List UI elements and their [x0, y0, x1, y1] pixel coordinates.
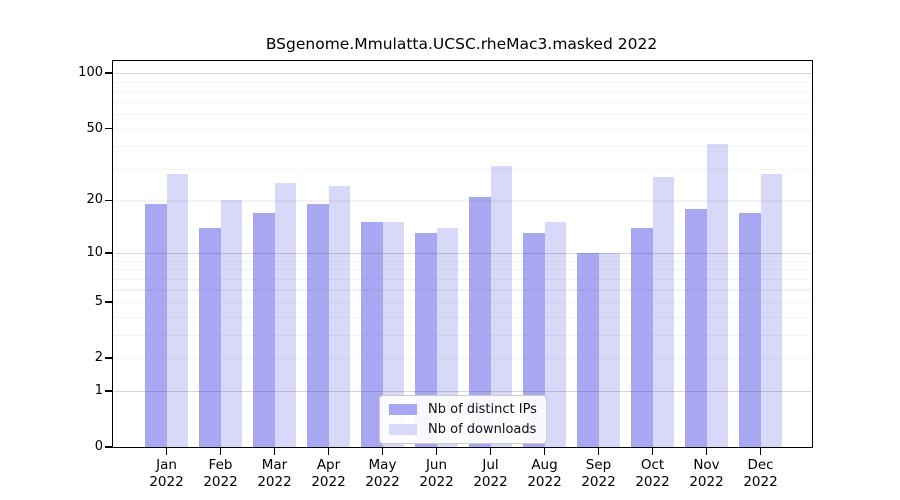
gridline-7 — [113, 278, 812, 280]
x-tick-jun — [435, 447, 438, 455]
y-tick-50 — [105, 127, 113, 130]
y-tick-1 — [105, 390, 113, 392]
x-tick-oct — [651, 447, 654, 455]
y-tick-10 — [105, 252, 113, 254]
chart-title: BSgenome.Mmulatta.UCSC.rheMac3.masked 20… — [265, 35, 658, 53]
bar-nb-of-distinct-ips-nov — [685, 208, 707, 447]
x-tick-label-jul: Jul 2022 — [473, 457, 508, 490]
x-tick-label-oct: Oct 2022 — [635, 457, 670, 490]
bar-nb-of-downloads-apr — [328, 186, 350, 447]
y-tick-2 — [105, 357, 113, 359]
plot-area: 0 1 2 5 10 20 50 100 Jan 2022 Feb 2022 Mar 2022 Apr 202… — [78, 60, 813, 490]
x-tick-may — [381, 447, 384, 455]
gridline-1 — [113, 390, 812, 393]
y-tick-label-2: 2 — [94, 350, 103, 365]
x-tick-label-sep: Sep 2022 — [581, 457, 616, 490]
gridline-90 — [113, 81, 812, 83]
bar-nb-of-downloads-feb — [220, 200, 242, 447]
gridline-60 — [113, 114, 812, 116]
gridline-2 — [113, 358, 812, 360]
y-tick-20 — [105, 199, 113, 202]
x-tick-label-jan: Jan 2022 — [149, 457, 184, 490]
y-tick-label-10: 10 — [86, 244, 103, 260]
legend-label-downloads: Nb of downloads — [428, 422, 537, 437]
y-tick-label-100: 100 — [78, 65, 103, 81]
legend-row-distinct-ips: Nb of distinct IPs — [389, 401, 537, 418]
legend-swatch-downloads — [389, 424, 417, 435]
bar-nb-of-downloads-oct — [652, 177, 674, 447]
legend-label-distinct-ips: Nb of distinct IPs — [428, 402, 537, 417]
x-tick-nov — [705, 447, 708, 455]
gridline-70 — [113, 101, 812, 103]
x-tick-label-aug: Aug 2022 — [527, 457, 562, 490]
gridline-8 — [113, 269, 812, 271]
bar-nb-of-downloads-dec — [760, 174, 782, 447]
x-tick-label-nov: Nov 2022 — [689, 457, 724, 490]
gridline-4 — [113, 316, 812, 318]
gridline-6 — [113, 289, 812, 291]
bar-nb-of-downloads-jan — [166, 174, 188, 447]
bar-nb-of-distinct-ips-aug — [523, 233, 545, 447]
y-tick-100 — [105, 72, 113, 74]
bar-nb-of-downloads-sep — [598, 252, 620, 447]
x-tick-apr — [327, 447, 330, 455]
gridline-40 — [113, 146, 812, 148]
y-tick-label-20: 20 — [86, 192, 103, 208]
bar-nb-of-distinct-ips-jun — [415, 233, 437, 447]
gridline-20 — [113, 200, 812, 202]
gridline-80 — [113, 91, 812, 93]
bar-nb-of-distinct-ips-may — [361, 222, 383, 447]
bar-nb-of-distinct-ips-jul — [469, 196, 491, 447]
x-tick-jul — [489, 447, 492, 455]
x-tick-label-dec: Dec 2022 — [743, 457, 778, 490]
bar-nb-of-distinct-ips-mar — [253, 212, 275, 447]
gridline-10 — [113, 252, 812, 255]
y-tick-0 — [105, 446, 113, 448]
bar-nb-of-distinct-ips-dec — [739, 212, 761, 447]
bar-nb-of-downloads-nov — [706, 144, 728, 447]
bar-nb-of-downloads-jun — [436, 227, 458, 447]
bar-nb-of-downloads-aug — [544, 222, 566, 447]
bar-nb-of-distinct-ips-jan — [145, 204, 167, 447]
y-tick-label-0: 0 — [94, 439, 103, 454]
x-tick-label-feb: Feb 2022 — [203, 457, 238, 490]
y-tick-5 — [105, 301, 113, 303]
gridline-3 — [113, 334, 812, 336]
bar-nb-of-distinct-ips-feb — [199, 227, 221, 447]
y-tick-label-50: 50 — [86, 120, 103, 136]
bar-nb-of-downloads-may — [382, 222, 404, 447]
gridline-100 — [113, 73, 812, 75]
x-tick-label-may: May 2022 — [365, 457, 400, 490]
x-tick-dec — [759, 447, 762, 455]
x-tick-aug — [543, 447, 546, 455]
y-tick-label-5: 5 — [94, 293, 103, 309]
bar-nb-of-distinct-ips-sep — [577, 252, 599, 447]
x-tick-feb — [219, 447, 222, 455]
x-tick-label-apr: Apr 2022 — [311, 457, 346, 490]
bar-nb-of-downloads-jul — [490, 166, 512, 447]
legend: Nb of distinct IPs Nb of downloads — [379, 395, 547, 444]
x-tick-sep — [597, 447, 600, 455]
legend-swatch-distinct-ips — [389, 404, 417, 415]
gridline-5 — [113, 301, 812, 304]
bar-nb-of-distinct-ips-apr — [307, 204, 329, 447]
legend-row-downloads: Nb of downloads — [389, 421, 537, 438]
x-tick-mar — [273, 447, 276, 455]
gridline-9 — [113, 260, 812, 262]
x-tick-jan — [165, 447, 168, 455]
x-tick-label-jun: Jun 2022 — [419, 457, 454, 490]
x-tick-label-mar: Mar 2022 — [257, 457, 292, 490]
y-tick-label-1: 1 — [94, 382, 103, 398]
gridline-50 — [113, 128, 812, 130]
gridline-30 — [113, 168, 812, 171]
bar-nb-of-downloads-mar — [274, 183, 296, 447]
bar-nb-of-distinct-ips-oct — [631, 227, 653, 447]
